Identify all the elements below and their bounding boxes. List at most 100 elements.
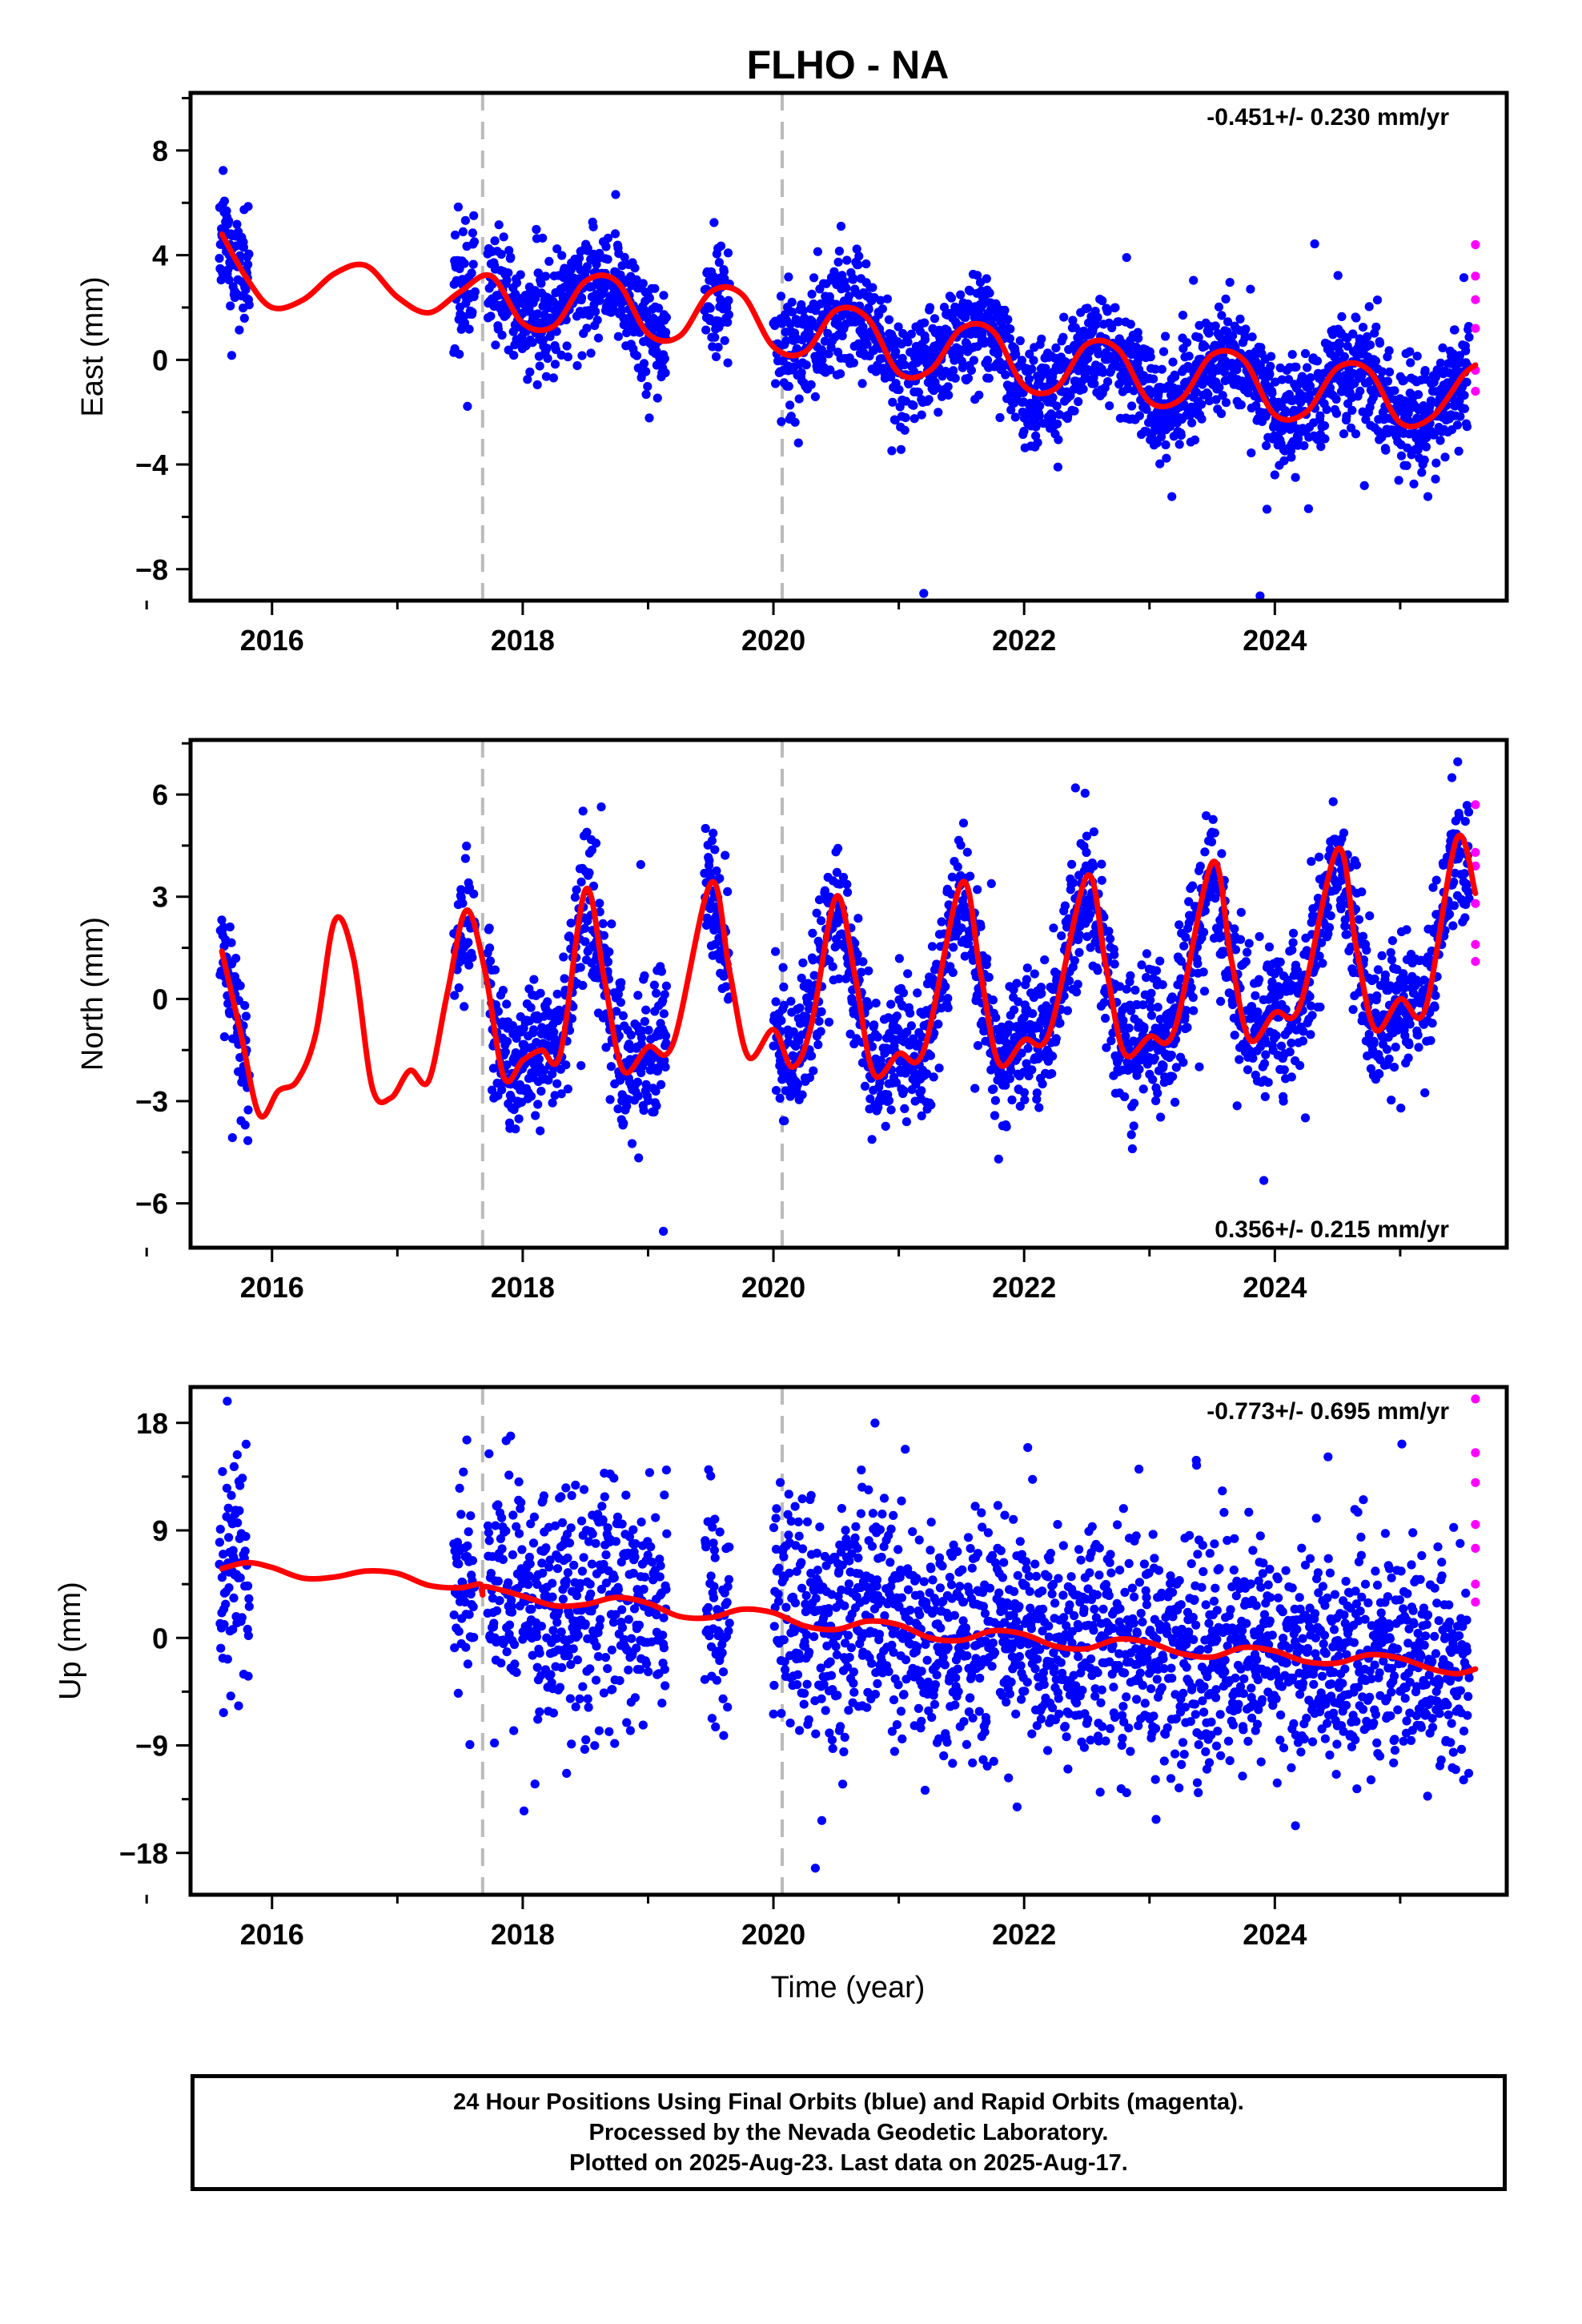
data-point	[1228, 331, 1238, 340]
data-point	[719, 267, 729, 276]
data-point	[1211, 395, 1221, 404]
data-point	[500, 1047, 511, 1057]
data-point	[1427, 1019, 1437, 1028]
data-point	[1067, 859, 1077, 869]
data-point	[497, 330, 507, 340]
data-point	[953, 862, 962, 871]
data-point	[1027, 1065, 1037, 1075]
data-point	[1255, 975, 1264, 984]
data-point	[1138, 1000, 1148, 1010]
final-orbit-points	[215, 1397, 1474, 1873]
data-point	[485, 956, 496, 966]
data-point	[1230, 924, 1239, 934]
data-point	[1146, 352, 1155, 362]
data-point	[502, 275, 512, 285]
data-point	[920, 335, 930, 344]
data-point	[1020, 1095, 1030, 1104]
data-point	[1454, 811, 1464, 821]
data-point	[1320, 434, 1330, 444]
data-point	[1019, 426, 1029, 436]
data-point	[962, 847, 972, 857]
data-point	[1051, 1034, 1061, 1043]
data-point	[1403, 443, 1412, 452]
data-point	[716, 295, 725, 304]
data-point	[1303, 363, 1312, 372]
data-point	[1402, 460, 1411, 471]
data-point	[1168, 1072, 1178, 1081]
data-point	[835, 879, 845, 889]
data-point	[494, 220, 504, 230]
data-point	[1421, 442, 1431, 452]
rapid-point	[1471, 847, 1480, 857]
data-point	[721, 982, 731, 991]
data-point	[543, 354, 552, 364]
x-tick-label: 2018	[491, 624, 555, 657]
data-point	[1208, 814, 1218, 824]
data-point	[509, 351, 519, 360]
data-point	[536, 1126, 545, 1136]
y-tick-label: −8	[135, 553, 168, 586]
data-point	[1059, 312, 1069, 322]
data-point	[1216, 408, 1227, 419]
data-point	[659, 1226, 669, 1236]
data-point	[526, 1003, 536, 1012]
data-point	[649, 980, 660, 990]
data-point	[455, 349, 464, 359]
data-point	[1373, 965, 1383, 975]
data-point	[771, 947, 781, 956]
data-point	[548, 1098, 557, 1108]
data-point	[776, 292, 786, 301]
data-point	[1419, 455, 1429, 465]
y-tick-label: 3	[152, 881, 168, 914]
data-point	[976, 922, 986, 931]
data-point	[1120, 1092, 1130, 1102]
data-point	[1006, 405, 1016, 415]
data-point	[464, 938, 473, 947]
data-point	[1003, 315, 1013, 324]
data-point	[563, 1084, 573, 1094]
data-point	[1146, 1003, 1156, 1012]
data-point	[843, 887, 853, 897]
data-point	[712, 866, 721, 876]
data-point	[797, 1090, 807, 1100]
data-point	[786, 996, 796, 1006]
data-point	[1199, 967, 1208, 977]
data-point	[1265, 369, 1275, 379]
data-point	[867, 1135, 877, 1144]
data-point	[498, 986, 508, 995]
data-point	[1460, 913, 1470, 923]
data-point	[834, 247, 844, 256]
data-point	[469, 889, 479, 899]
data-point	[1231, 945, 1241, 955]
data-point	[1073, 979, 1082, 989]
data-point	[1300, 1113, 1311, 1123]
data-point	[943, 1003, 953, 1012]
data-point	[943, 994, 953, 1003]
data-point	[1396, 451, 1407, 460]
data-point	[949, 943, 958, 952]
data-point	[557, 251, 567, 260]
data-point	[886, 1105, 896, 1115]
data-point	[580, 937, 590, 947]
data-point	[1306, 1030, 1315, 1039]
data-point	[957, 356, 966, 366]
y-tick-label: 0	[152, 344, 168, 376]
data-point	[1255, 931, 1264, 942]
data-point	[1178, 1058, 1188, 1068]
data-point	[627, 1139, 637, 1148]
data-point	[464, 324, 474, 334]
data-point	[1346, 423, 1356, 433]
data-point	[978, 300, 988, 309]
data-point	[719, 971, 729, 981]
data-point	[1110, 303, 1120, 312]
data-point	[616, 998, 626, 1007]
data-point	[1460, 817, 1470, 826]
data-point	[1007, 1095, 1017, 1105]
data-point	[946, 293, 957, 303]
data-point	[1023, 1043, 1033, 1053]
data-point	[595, 907, 604, 917]
data-point	[523, 375, 532, 384]
data-point	[1266, 361, 1275, 371]
final-orbit-points	[215, 757, 1474, 1236]
data-point	[1195, 862, 1205, 871]
